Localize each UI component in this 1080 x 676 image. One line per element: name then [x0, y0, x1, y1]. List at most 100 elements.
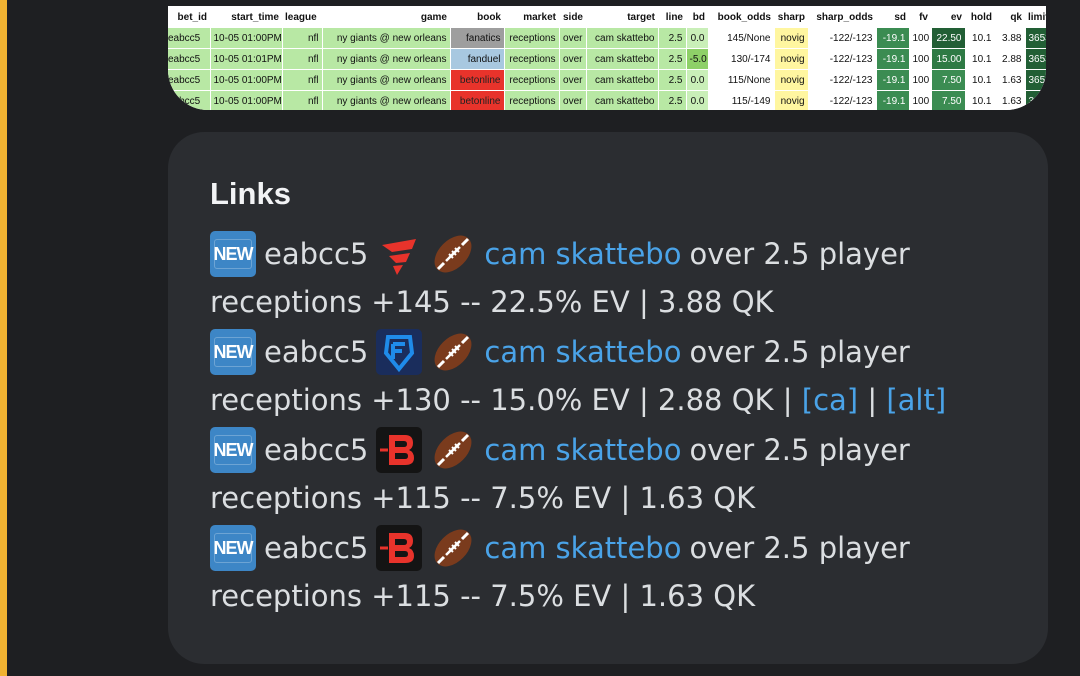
cell-limit: 3653 — [1025, 28, 1046, 49]
cell-ev: 7.50 — [931, 90, 966, 110]
ca-link[interactable]: [ca] — [801, 383, 859, 417]
col-header: sd — [876, 6, 909, 28]
cell-fv: 100 — [909, 28, 932, 49]
entry-bet-id: eabcc5 — [264, 433, 369, 467]
cell-book: betonline — [450, 90, 505, 110]
cell-limit: 3653 — [1025, 90, 1046, 110]
col-header: book — [450, 6, 504, 28]
col-header: bd — [686, 6, 708, 28]
alt-link[interactable]: [alt] — [886, 383, 947, 417]
cell-game: ny giants @ new orleans — [322, 28, 451, 49]
cell-start-time: 10-05 01:01PM — [210, 48, 283, 70]
col-header: limit — [1025, 6, 1046, 28]
cell-line: 2.5 — [658, 90, 687, 110]
link-entry: NEW eabcc5 cam skattebo over 2.5 player … — [210, 426, 1030, 522]
cell-league: nfl — [282, 90, 323, 110]
col-header: market — [504, 6, 559, 28]
cell-bd: 0.0 — [686, 90, 709, 110]
entry-desc-line1: over 2.5 player — [689, 433, 910, 467]
links-title: Links — [210, 176, 291, 211]
cell-sharp-odds: -122/-123 — [808, 69, 877, 91]
football-icon — [430, 525, 476, 571]
entry-desc-line2: receptions +145 -- 22.5% EV | 3.88 QK — [210, 285, 774, 319]
entry-bet-id: eabcc5 — [264, 531, 369, 565]
cell-book: fanduel — [450, 48, 505, 70]
cell-game: ny giants @ new orleans — [322, 48, 451, 70]
new-icon: NEW — [210, 427, 256, 473]
cell-sharp: novig — [774, 69, 809, 91]
link-entry: NEW eabcc5 cam skattebo over 2.5 player — [210, 230, 1030, 326]
cell-qk: 3.88 — [995, 28, 1026, 49]
entry-bet-id: eabcc5 — [264, 237, 369, 271]
cell-ev: 7.50 — [931, 69, 966, 91]
cell-game: ny giants @ new orleans — [322, 69, 451, 91]
cell-market: receptions — [504, 90, 560, 110]
cell-qk: 1.63 — [995, 69, 1026, 91]
cell-book-odds: 115/None — [708, 69, 775, 91]
col-header: line — [658, 6, 686, 28]
football-icon — [430, 231, 476, 277]
cell-hold: 10.1 — [965, 28, 996, 49]
bets-table-image: bet_id start_time league game book marke… — [168, 6, 1046, 110]
player-link[interactable]: cam skattebo — [484, 335, 682, 369]
cell-book-odds: 115/-149 — [708, 90, 775, 110]
cell-line: 2.5 — [658, 69, 687, 91]
col-header: game — [322, 6, 450, 28]
cell-sd: -19.1 — [876, 28, 910, 49]
bets-table: bet_id start_time league game book marke… — [168, 6, 1046, 110]
links-card: Links NEW eabcc5 cam skattebo — [168, 132, 1048, 664]
cell-bd: 0.0 — [686, 28, 709, 49]
cell-target: cam skattebo — [586, 69, 659, 91]
football-icon — [430, 427, 476, 473]
betonline-logo-icon — [376, 427, 423, 473]
cell-start-time: 10-05 01:00PM — [210, 90, 283, 110]
cell-bet-id: eabcc5 — [168, 90, 211, 110]
cell-hold: 10.1 — [965, 90, 996, 110]
cell-bet-id: eabcc5 — [168, 48, 211, 70]
cell-limit: 3653 — [1025, 48, 1046, 70]
cell-start-time: 10-05 01:00PM — [210, 28, 283, 49]
col-header: sharp_odds — [808, 6, 876, 28]
link-entry: NEW eabcc5 cam skattebo over 2.5 player … — [210, 328, 1030, 424]
fanduel-logo-icon — [376, 329, 423, 375]
table-row: eabcc5 10-05 01:00PM nfl ny giants @ new… — [168, 28, 1046, 49]
cell-sharp: novig — [774, 28, 809, 49]
entry-desc-line2: receptions +130 -- 15.0% EV | 2.88 QK | — [210, 383, 802, 417]
col-header: start_time — [210, 6, 282, 28]
cell-target: cam skattebo — [586, 48, 659, 70]
entry-desc-line1: over 2.5 player — [689, 335, 910, 369]
player-link[interactable]: cam skattebo — [484, 237, 682, 271]
table-header-row: bet_id start_time league game book marke… — [168, 6, 1046, 28]
cell-book-odds: 145/None — [708, 28, 775, 49]
cell-book: betonline — [450, 69, 505, 91]
cell-qk: 2.88 — [995, 48, 1026, 70]
cell-start-time: 10-05 01:00PM — [210, 69, 283, 91]
table-row: eabcc5 10-05 01:00PM nfl ny giants @ new… — [168, 69, 1046, 91]
cell-fv: 100 — [909, 69, 932, 91]
link-entry: NEW eabcc5 cam skattebo over 2.5 player … — [210, 524, 1030, 620]
cell-sharp: novig — [774, 90, 809, 110]
cell-sharp-odds: -122/-123 — [808, 90, 877, 110]
cell-side: over — [559, 28, 587, 49]
entry-desc-line1: over 2.5 player — [689, 531, 910, 565]
cell-qk: 1.63 — [995, 90, 1026, 110]
cell-game: ny giants @ new orleans — [322, 90, 451, 110]
fanatics-logo-icon — [376, 231, 422, 277]
player-link[interactable]: cam skattebo — [484, 531, 682, 565]
betonline-logo-icon — [376, 525, 423, 571]
cell-target: cam skattebo — [586, 28, 659, 49]
cell-sharp-odds: -122/-123 — [808, 28, 877, 49]
cell-sharp: novig — [774, 48, 809, 70]
cell-bet-id: eabcc5 — [168, 69, 211, 91]
player-link[interactable]: cam skattebo — [484, 433, 682, 467]
cell-market: receptions — [504, 28, 560, 49]
cell-sd: -19.1 — [876, 69, 910, 91]
cell-league: nfl — [282, 28, 323, 49]
entry-bet-id: eabcc5 — [264, 335, 369, 369]
col-header: fv — [909, 6, 931, 28]
cell-line: 2.5 — [658, 48, 687, 70]
entry-desc-line2: receptions +115 -- 7.5% EV | 1.63 QK — [210, 579, 756, 613]
table-row: eabcc5 10-05 01:00PM nfl ny giants @ new… — [168, 90, 1046, 110]
cell-limit: 3653 — [1025, 69, 1046, 91]
separator: | — [858, 383, 887, 417]
